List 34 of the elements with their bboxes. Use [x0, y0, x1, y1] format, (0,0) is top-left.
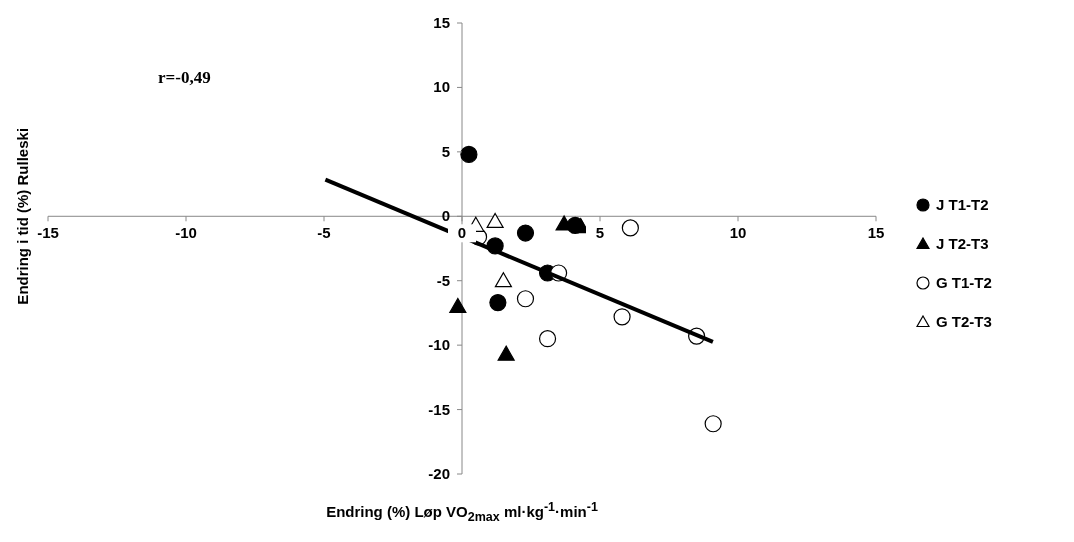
point: [486, 212, 504, 229]
x-tick-label: 5: [595, 224, 605, 242]
point: [704, 415, 722, 433]
x-tick-label: -10: [175, 224, 197, 242]
point: [516, 224, 535, 242]
x-axis-title: Endring (%) Løp VO$_{2max}$ ml·kg$^{-1}$·min$^{-1}$: [325, 500, 599, 524]
x-tick-label: 10: [729, 224, 747, 242]
point: [460, 145, 478, 164]
point: [489, 294, 507, 312]
point: [538, 330, 557, 348]
y-tick-label: -5: [436, 271, 450, 289]
point: [621, 219, 639, 237]
x-tick-label: 0: [457, 224, 467, 242]
x-tick-label: -5: [317, 224, 331, 242]
point: [613, 308, 631, 326]
y-tick-label: -10: [428, 336, 450, 354]
x-tick-label: -15: [37, 224, 59, 242]
y-tick-label: 0: [441, 207, 450, 225]
x-tick-label: 15: [867, 224, 885, 242]
y-tick-label: 5: [441, 142, 450, 160]
annotation: r=-0,49: [158, 68, 211, 88]
y-tick-label: -15: [428, 400, 450, 418]
legend-label: J T1-T2: [936, 196, 989, 214]
point: [449, 297, 467, 314]
legend-label: G T1-T2: [936, 274, 992, 292]
y-tick-label: -20: [428, 465, 450, 482]
point: [497, 345, 515, 361]
y-tick-label: 10: [433, 78, 450, 96]
point: [516, 290, 535, 308]
y-axis-title: Endring i tid (%) Rulleski: [14, 127, 31, 305]
legend-label: J T2-T3: [936, 235, 989, 253]
legend-label: G T2-T3: [936, 313, 992, 331]
point: [494, 272, 512, 288]
y-tick-label: 15: [433, 14, 450, 31]
